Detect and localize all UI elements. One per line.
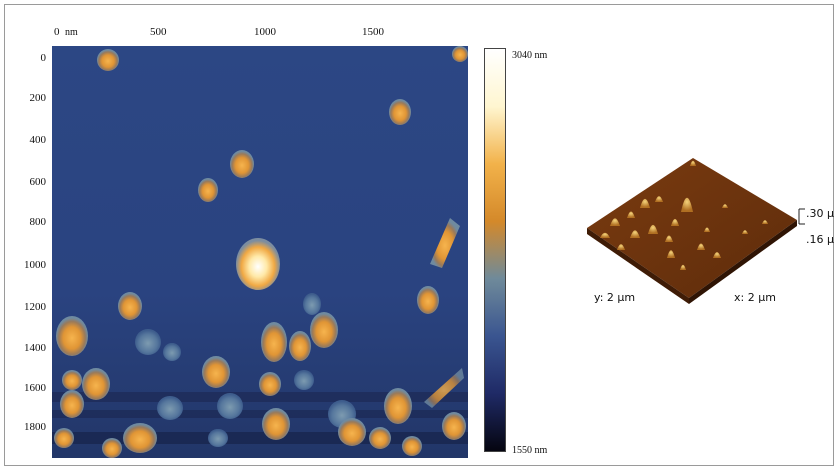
particle-6 <box>236 238 280 290</box>
particle-28 <box>369 427 391 449</box>
x-unit-label: nm <box>65 27 78 38</box>
particle-21 <box>217 393 243 419</box>
particle-22 <box>259 372 281 396</box>
y-dimension-label: y: 2 µm <box>594 291 636 304</box>
figure-frame <box>4 4 834 466</box>
y-tick-800: 800 <box>29 216 47 228</box>
y-tick-1400: 1400 <box>24 342 46 354</box>
surface-peak-4 <box>640 198 650 208</box>
y-tick-1000: 1000 <box>24 259 46 271</box>
x-tick-500: 500 <box>150 26 167 38</box>
particle-18 <box>82 368 110 400</box>
surface-peak-3 <box>627 211 635 218</box>
y-tick-200: 200 <box>29 92 47 104</box>
y-tick-0: 0 <box>40 52 47 64</box>
surface-peak-16 <box>762 220 768 224</box>
colorbar <box>484 48 506 452</box>
particle-34 <box>402 436 422 456</box>
surface-peak-11 <box>713 252 721 258</box>
particle-2 <box>389 99 411 125</box>
particle-14 <box>303 293 321 315</box>
surface-peak-5 <box>655 196 663 202</box>
particle-23 <box>294 370 314 390</box>
particle-10 <box>163 343 181 361</box>
particle-9 <box>135 329 161 355</box>
particle-17 <box>62 370 82 390</box>
surface-peak-18 <box>667 250 675 258</box>
surface-peak-17 <box>690 160 696 166</box>
particle-5 <box>452 46 468 62</box>
afm-height-map <box>52 46 468 458</box>
particle-19 <box>60 390 84 418</box>
particle-12 <box>289 331 311 361</box>
particle-20 <box>157 396 183 420</box>
surface-top-face <box>587 158 797 298</box>
surface-peak-13 <box>617 244 625 250</box>
surface-left-face <box>587 228 689 304</box>
surface-peak-10 <box>697 243 705 250</box>
x-tick-1500: 1500 <box>362 26 384 38</box>
surface-3d-plot <box>587 158 805 304</box>
particle-8 <box>56 316 88 356</box>
surface-peak-20 <box>704 227 710 232</box>
particle-7 <box>118 292 142 320</box>
y-tick-1600: 1600 <box>24 382 46 394</box>
scan-band-2 <box>52 410 468 418</box>
x-tick-1000: 1000 <box>254 26 276 38</box>
scan-band-1 <box>52 392 468 402</box>
x-tick-0: 0 nm <box>54 26 78 38</box>
y-tick-1200: 1200 <box>24 301 46 313</box>
surface-peak-7 <box>648 224 658 234</box>
y-tick-400: 400 <box>29 134 47 146</box>
surface-peak-8 <box>665 235 673 242</box>
surface-peak-19 <box>680 264 686 270</box>
particle-29 <box>123 423 157 453</box>
surface-peak-12 <box>600 232 610 238</box>
edge-streak <box>424 368 464 408</box>
colorbar-max-label: 3040 nm <box>512 50 548 61</box>
surface-right-face <box>689 220 797 304</box>
particle-1 <box>97 49 119 71</box>
surface-peak-2 <box>610 218 620 226</box>
surface-peak-1 <box>681 197 693 212</box>
surface-peak-9 <box>671 218 679 226</box>
particle-33 <box>442 412 466 440</box>
z-scale-top-label: .30 µ <box>806 207 834 220</box>
colorbar-min-label: 1550 nm <box>512 445 548 456</box>
z-scale-bottom-label: .16 µ <box>806 233 834 246</box>
particle-4 <box>198 178 218 202</box>
surface-peak-14 <box>722 204 728 208</box>
particle-26 <box>262 408 290 440</box>
surface-peak-6 <box>630 230 640 238</box>
particle-30 <box>208 429 228 447</box>
surface-peak-15 <box>742 230 748 234</box>
particle-11 <box>261 322 287 362</box>
y-tick-600: 600 <box>29 176 47 188</box>
particle-25 <box>384 388 412 424</box>
particle-32 <box>102 438 122 458</box>
particle-16 <box>202 356 230 388</box>
particle-13 <box>310 312 338 348</box>
y-tick-1800: 1800 <box>24 421 46 433</box>
x-dimension-label: x: 2 µm <box>734 291 776 304</box>
particle-31 <box>54 428 74 448</box>
ridge-particle <box>430 218 460 268</box>
particle-27 <box>338 418 366 446</box>
particle-3 <box>230 150 254 178</box>
particle-15 <box>417 286 439 314</box>
colorbar-gradient <box>484 48 506 452</box>
